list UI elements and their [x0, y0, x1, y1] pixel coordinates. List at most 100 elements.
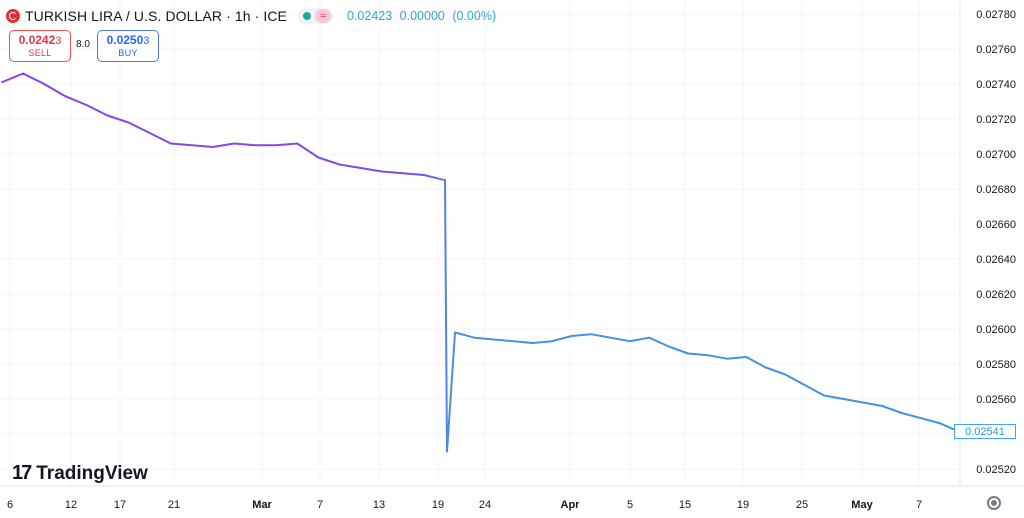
data-point: [275, 144, 278, 146]
y-tick-label: 0.02720: [976, 114, 1016, 126]
data-point: [493, 338, 495, 341]
data-point: [648, 336, 650, 339]
x-tick-label: 24: [479, 499, 491, 511]
price-change: 0.00000: [399, 9, 445, 23]
last-price: 0.02423: [347, 9, 393, 23]
data-point: [444, 179, 446, 181]
buy-price: 0.02503: [106, 33, 150, 47]
data-point: [338, 163, 341, 166]
x-axis: 6 12 17 21 Mar 7 13 19 24 Apr 5 15 19 25 May 7: [7, 499, 922, 511]
data-point: [402, 172, 404, 174]
data-point: [531, 342, 534, 344]
data-point: [745, 356, 748, 358]
data-point: [380, 170, 383, 173]
turkey-flag-icon: [6, 9, 20, 23]
y-tick-label: 0.02640: [976, 254, 1016, 266]
data-point: [939, 422, 942, 425]
data-point: [609, 336, 612, 339]
data-point: [296, 142, 299, 145]
data-point: [706, 354, 709, 357]
price-series: [1, 72, 961, 453]
data-point: [191, 144, 193, 146]
data-point: [359, 167, 362, 169]
x-tick-label: 21: [168, 499, 180, 511]
sell-button[interactable]: 0.02423 SELL: [9, 30, 71, 62]
price-line: [1, 72, 961, 453]
data-point: [570, 335, 573, 337]
data-point: [629, 340, 631, 343]
data-point: [881, 405, 884, 407]
data-point: [106, 114, 109, 117]
y-tick-label: 0.02660: [976, 219, 1016, 231]
x-tick-label: 25: [796, 499, 808, 511]
data-point: [803, 384, 806, 386]
tradingview-logo[interactable]: 17 TradingView: [12, 462, 148, 485]
data-point: [842, 398, 845, 400]
data-point: [590, 333, 592, 336]
y-tick-label: 0.02760: [976, 44, 1016, 56]
status-pill[interactable]: ≈: [297, 8, 333, 24]
data-point: [667, 345, 670, 348]
x-tick-label: 19: [737, 499, 749, 511]
sell-price: 0.02423: [18, 33, 62, 47]
x-tick-label: 12: [65, 499, 77, 511]
data-point: [862, 401, 864, 404]
data-point: [170, 142, 172, 145]
chart-header: TURKISH LIRA / U.S. DOLLAR · 1h · ICE ≈ …: [6, 7, 500, 25]
x-tick-label: Apr: [561, 499, 581, 511]
data-point: [512, 340, 515, 343]
last-price-label: 0.02541: [954, 424, 1016, 439]
y-tick-label: 0.02580: [976, 359, 1016, 371]
data-point: [784, 373, 786, 376]
y-tick-label: 0.02780: [976, 9, 1016, 21]
x-tick-label: 5: [627, 499, 633, 511]
y-axis: 0.02780 0.02760 0.02740 0.02720 0.02700 0.026…: [976, 9, 1016, 476]
data-point: [823, 394, 825, 397]
buy-button[interactable]: 0.02503 BUY: [97, 30, 159, 62]
market-open-icon: [303, 12, 311, 20]
y-tick-label: 0.02520: [976, 464, 1016, 476]
tradingview-wordmark: TradingView: [36, 462, 148, 484]
x-tick-label: 19: [432, 499, 444, 511]
data-point: [726, 357, 728, 360]
data-point: [900, 412, 903, 414]
data-point: [317, 156, 320, 159]
grid-lines: [0, 0, 1024, 487]
y-tick-label: 0.02680: [976, 184, 1016, 196]
sell-label: SELL: [28, 48, 52, 58]
data-point: [454, 331, 456, 334]
data-point: [551, 340, 553, 343]
y-tick-label: 0.02600: [976, 324, 1016, 336]
x-tick-label: Mar: [252, 499, 272, 511]
x-tick-label: 7: [317, 499, 323, 511]
buy-label: BUY: [118, 48, 138, 58]
data-point: [1, 81, 3, 83]
tradingview-mark-icon: 17: [12, 462, 32, 484]
x-tick-label: 15: [679, 499, 691, 511]
data-point: [148, 132, 151, 134]
data-point: [43, 83, 45, 85]
x-tick-label: May: [851, 499, 873, 511]
y-tick-label: 0.02740: [976, 79, 1016, 91]
data-point: [765, 366, 767, 369]
data-point: [233, 142, 235, 145]
settings-gear-icon[interactable]: [987, 496, 1001, 510]
data-point: [920, 417, 922, 420]
symbol-title[interactable]: TURKISH LIRA / U.S. DOLLAR · 1h · ICE: [25, 8, 287, 24]
x-tick-label: 7: [916, 499, 922, 511]
y-tick-label: 0.02700: [976, 149, 1016, 161]
spread-value: 8.0: [76, 39, 90, 50]
data-point: [687, 352, 689, 355]
price-change-pct: (0.00%): [452, 9, 497, 23]
data-point: [85, 104, 88, 106]
data-point: [423, 174, 425, 176]
data-point: [212, 146, 214, 148]
data-point: [64, 95, 67, 97]
data-point: [446, 450, 448, 453]
delayed-data-icon: ≈: [315, 9, 331, 23]
y-tick-label: 0.02560: [976, 394, 1016, 406]
x-tick-label: 17: [114, 499, 126, 511]
data-point: [127, 121, 130, 124]
